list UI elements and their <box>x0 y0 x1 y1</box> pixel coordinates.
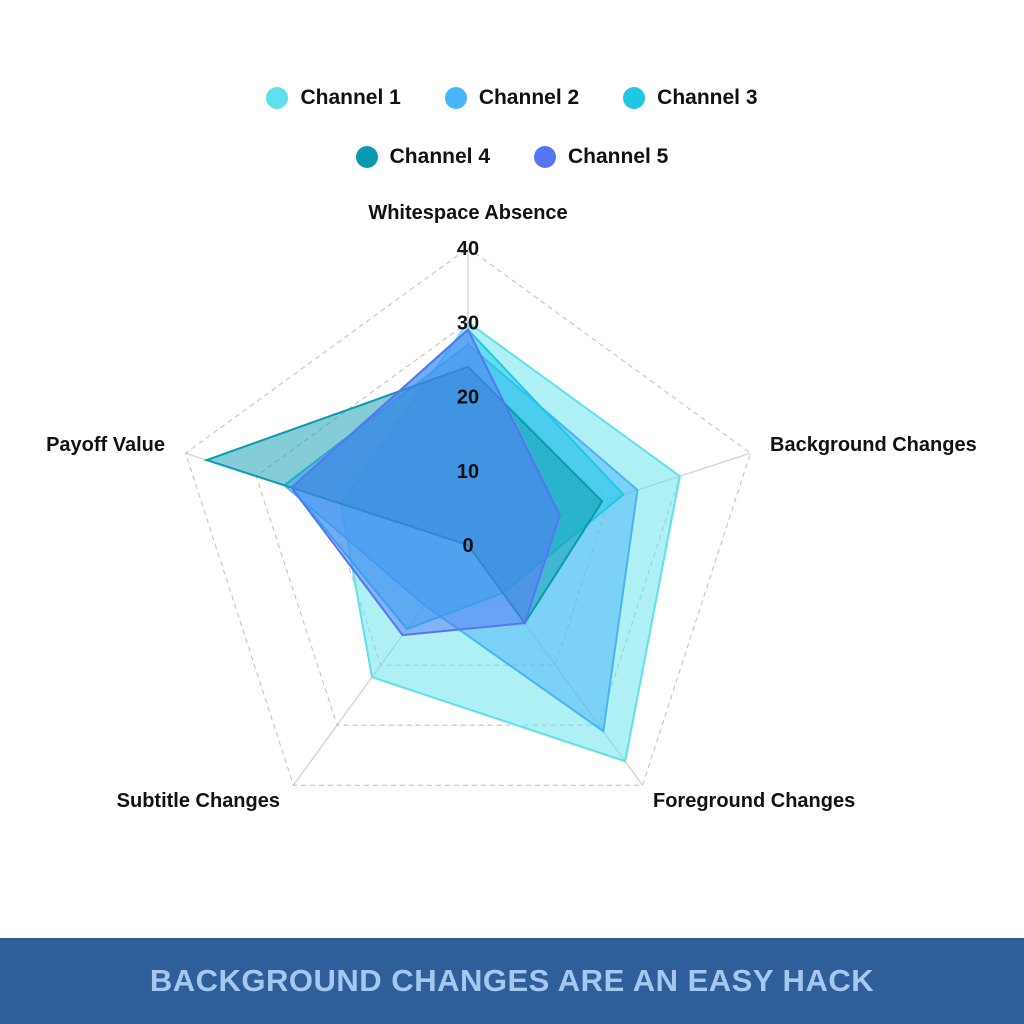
radar-tick-label: 10 <box>457 461 479 483</box>
legend-label-channel-1: Channel 1 <box>300 86 401 109</box>
radar-chart: 0 10 20 30 40 Whitespace Absence Background C… <box>46 202 977 812</box>
radar-grid-ring <box>184 247 752 786</box>
legend-swatch-channel-4 <box>355 146 378 168</box>
legend-label-channel-5: Channel 5 <box>568 145 669 168</box>
legend-swatch-channel-2 <box>444 87 467 109</box>
radar-series-channel-5[interactable] <box>290 328 561 637</box>
footer-banner: BACKGROUND CHANGES ARE AN EASY HACK <box>0 938 1024 1024</box>
radar-axis-labels: Whitespace Absence Background Changes Fore… <box>46 202 977 812</box>
legend-item-channel-5[interactable]: Channel 5 <box>534 145 668 169</box>
legend-swatch-channel-3 <box>623 87 646 109</box>
legend-row-1: Channel 1 Channel 2 Channel 3 <box>0 86 1024 110</box>
radar-tick-labels: 0 10 20 30 40 <box>457 238 479 557</box>
radar-axis-label: Background Changes <box>770 434 977 456</box>
legend-label-channel-3: Channel 3 <box>657 86 758 109</box>
radar-axis-label: Whitespace Absence <box>368 202 567 224</box>
legend-item-channel-3[interactable]: Channel 3 <box>623 86 758 110</box>
radar-axis-label: Payoff Value <box>46 434 165 456</box>
radar-axis-label: Subtitle Changes <box>117 790 280 812</box>
legend-item-channel-1[interactable]: Channel 1 <box>266 86 401 110</box>
radar-tick-label: 20 <box>457 387 479 409</box>
radar-tick-label: 30 <box>457 312 479 334</box>
legend-item-channel-2[interactable]: Channel 2 <box>444 86 580 110</box>
legend-row-2: Channel 4 Channel 5 <box>0 145 1024 169</box>
legend-label-channel-4: Channel 4 <box>389 145 490 168</box>
radar-series <box>203 320 681 763</box>
legend-swatch-channel-5 <box>534 146 556 168</box>
radar-tick-label: 0 <box>462 535 473 557</box>
legend-swatch-channel-1 <box>266 87 289 109</box>
legend-label-channel-2: Channel 2 <box>478 86 580 109</box>
footer-text: BACKGROUND CHANGES ARE AN EASY HACK <box>149 963 875 998</box>
radar-tick-label: 40 <box>457 238 479 260</box>
radar-axis-label: Foreground Changes <box>653 790 855 812</box>
legend-item-channel-4[interactable]: Channel 4 <box>355 145 490 169</box>
